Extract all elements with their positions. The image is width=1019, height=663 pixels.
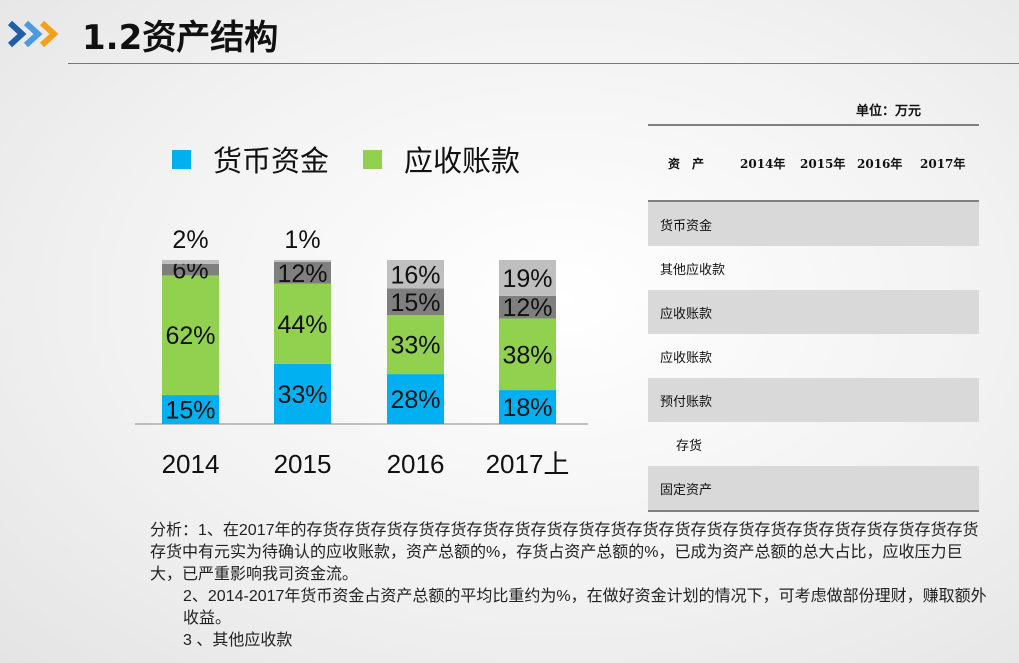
bar-segment	[162, 260, 219, 264]
data-label: 1%	[284, 226, 320, 254]
data-label: 38%	[502, 341, 552, 369]
bar-segment	[162, 275, 219, 396]
data-label: 15%	[165, 397, 215, 425]
header-cell: 2014年	[740, 156, 786, 171]
table-row: 其他应收款	[648, 246, 979, 290]
bar-segment	[162, 395, 219, 424]
header-cell: 2016年	[857, 156, 903, 171]
data-label: 33%	[277, 381, 327, 409]
table-bottom-rule	[648, 510, 979, 512]
table-header: 资 产 2014年 2015年 2016年 2017年	[648, 126, 979, 200]
legend-label: 应收账款	[404, 144, 521, 178]
x-tick-label: 2017上	[486, 449, 570, 479]
legend-label: 货币资金	[213, 144, 330, 178]
x-tick-label: 2014	[162, 449, 220, 479]
table-header-rule	[648, 200, 979, 202]
bar-segment	[274, 363, 331, 424]
unit-label: 单位：万元	[856, 104, 922, 119]
row-label: 其他应收款	[660, 262, 726, 278]
bar-segment	[387, 374, 444, 424]
table-row: 应收账款	[648, 290, 979, 334]
table-row: 应收账款	[648, 334, 979, 378]
bar-segment	[499, 390, 556, 424]
x-tick-label: 2016	[387, 449, 445, 479]
chart-legend: 货币资金 应收账款	[172, 138, 554, 180]
bar-segment	[274, 261, 331, 284]
page-title: 1.2资产结构	[82, 18, 279, 58]
row-label: 货币资金	[660, 218, 713, 234]
data-label: 44%	[277, 311, 327, 339]
table-top-rule	[648, 124, 979, 126]
data-label: 2%	[172, 226, 208, 254]
triple-chevron-right-icon	[8, 20, 59, 48]
row-label: 存货	[676, 438, 703, 454]
bar-segment	[387, 288, 444, 316]
legend-swatch	[172, 149, 191, 169]
x-tick-label: 2015	[274, 449, 332, 479]
bar-segment	[387, 315, 444, 375]
stacked-bar-chart: 15%62%6%2%201433%44%12%1%201528%33%15%16…	[135, 226, 588, 479]
analysis-point-1: 分析：1、在2017年的存货存货存货存货存货存货存货存货存货存货存货存货存货存货…	[150, 522, 979, 583]
data-label: 16%	[390, 261, 440, 289]
header-cell: 2015年	[800, 156, 846, 171]
analysis-point-3: 3 、其他应收款	[183, 632, 293, 649]
title-divider	[68, 63, 1019, 64]
row-label: 预付账款	[660, 394, 713, 410]
analysis-point-2: 2、2014-2017年货币资金占资产总额的平均比重约为%，在做好资金计划的情况…	[183, 588, 987, 627]
data-label: 18%	[502, 394, 552, 422]
data-label: 33%	[390, 332, 440, 360]
analysis-text: 分析：1、在2017年的存货存货存货存货存货存货存货存货存货存货存货存货存货存货…	[150, 520, 990, 652]
data-label: 19%	[502, 265, 552, 293]
table-row: 预付账款	[648, 378, 979, 422]
data-label: 28%	[390, 386, 440, 414]
row-label: 应收账款	[660, 350, 713, 366]
header-cell: 资 产	[668, 156, 705, 171]
bar-segment	[274, 260, 331, 262]
data-label: 12%	[502, 294, 552, 322]
bar-segment	[162, 263, 219, 276]
table-row: 存货	[648, 422, 979, 466]
legend-item-receivables: 应收账款	[363, 138, 520, 180]
row-label: 应收账款	[660, 306, 713, 322]
asset-table: 资 产 2014年 2015年 2016年 2017年 货币资金其他应收款应收账…	[648, 124, 979, 512]
header-cell: 2017年	[920, 156, 966, 171]
bar-segment	[499, 295, 556, 319]
data-label: 15%	[390, 289, 440, 317]
table-row: 货币资金	[648, 202, 979, 246]
bar-segment	[499, 318, 556, 391]
legend-swatch	[363, 149, 383, 169]
bar-segment	[387, 260, 444, 289]
data-label: 12%	[277, 260, 327, 288]
bar-segment	[499, 260, 556, 296]
table-row: 固定资产	[648, 466, 979, 510]
data-label: 62%	[165, 322, 215, 350]
legend-item-cash: 货币资金	[172, 138, 329, 180]
bar-segment	[274, 283, 331, 364]
row-label: 固定资产	[660, 482, 713, 498]
